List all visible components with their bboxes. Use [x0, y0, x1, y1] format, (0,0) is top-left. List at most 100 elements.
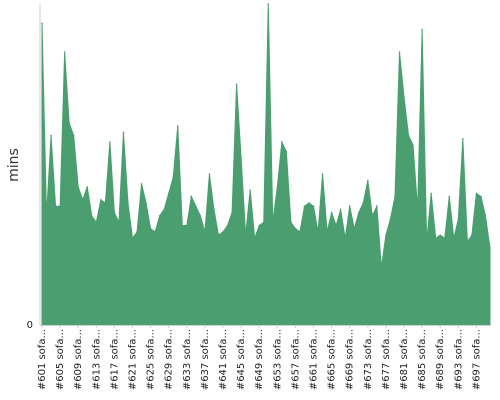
data-point	[222, 231, 224, 233]
data-point	[195, 205, 197, 208]
data-point	[312, 205, 315, 208]
data-point	[407, 134, 410, 137]
data-point	[344, 237, 346, 240]
data-point	[158, 215, 161, 217]
data-point	[190, 195, 193, 198]
data-point	[285, 150, 288, 153]
data-point	[290, 221, 292, 224]
data-point	[321, 173, 324, 175]
data-point	[457, 218, 460, 220]
data-point	[140, 182, 143, 185]
data-point	[59, 205, 61, 208]
data-point	[330, 211, 333, 214]
data-point	[127, 202, 129, 204]
data-point	[113, 211, 116, 214]
data-point	[389, 218, 392, 220]
data-point	[308, 202, 310, 204]
data-point	[403, 96, 405, 98]
data-point	[235, 83, 238, 86]
x-tick-label: #653 sofa...	[272, 329, 283, 390]
data-point	[416, 208, 419, 211]
data-point	[353, 227, 356, 230]
data-point	[421, 28, 423, 31]
data-point	[109, 141, 111, 143]
data-point	[122, 131, 125, 134]
x-tick-label: #617 sofa...	[109, 329, 120, 390]
data-point	[145, 202, 147, 204]
data-point	[489, 247, 491, 249]
data-point	[484, 215, 487, 217]
data-point	[357, 211, 360, 214]
data-point	[380, 266, 383, 269]
data-point	[371, 215, 374, 217]
data-point	[271, 221, 274, 224]
data-point	[317, 231, 319, 233]
area-layer	[41, 3, 491, 326]
data-point	[186, 224, 188, 227]
data-point	[199, 215, 202, 217]
data-point	[208, 173, 211, 175]
data-point	[54, 205, 57, 208]
data-point	[443, 237, 446, 240]
data-point	[299, 231, 301, 233]
data-point	[339, 208, 342, 211]
data-point	[335, 224, 337, 227]
x-tick-label: #601 sofa...	[37, 329, 48, 390]
x-tick-label: #621 sofa...	[128, 329, 139, 390]
data-point	[394, 195, 396, 198]
data-point	[434, 237, 437, 240]
data-point	[77, 186, 79, 188]
x-tick-label: #665 sofa...	[327, 329, 338, 390]
data-point	[136, 231, 138, 233]
data-point	[480, 195, 482, 198]
x-tick-layer: #601 sofa... #605 sofa... #609 sofa... #613…	[37, 325, 482, 390]
y-tick-layer: 0	[27, 320, 33, 331]
data-point	[231, 211, 233, 214]
x-tick-label: #689 sofa...	[435, 329, 446, 390]
data-point	[258, 224, 261, 227]
data-point	[398, 51, 401, 53]
data-point	[253, 237, 256, 240]
data-point	[348, 205, 351, 208]
data-point	[475, 192, 478, 195]
area-series	[41, 3, 491, 326]
data-point	[326, 231, 328, 233]
data-point	[267, 3, 270, 5]
data-point	[72, 134, 75, 137]
data-point	[276, 186, 279, 188]
data-point	[90, 215, 93, 217]
data-point	[303, 205, 306, 208]
x-tick-label: #669 sofa...	[345, 329, 356, 390]
data-point	[281, 141, 283, 143]
x-tick-label: #681 sofa...	[399, 329, 410, 390]
data-point	[50, 134, 52, 137]
data-point	[176, 125, 179, 127]
x-tick-label: #685 sofa...	[417, 329, 428, 390]
data-point	[154, 231, 156, 233]
x-tick-label: #693 sofa...	[453, 329, 464, 390]
x-tick-label: #697 sofa...	[471, 329, 482, 390]
data-point	[131, 237, 134, 240]
data-point	[95, 221, 98, 224]
data-point	[213, 208, 215, 211]
data-point	[362, 202, 365, 204]
data-point	[217, 234, 220, 236]
x-tick-label: #645 sofa...	[236, 329, 247, 390]
data-point	[385, 234, 387, 236]
x-tick-label: #605 sofa...	[55, 329, 66, 390]
data-point	[100, 199, 102, 201]
data-point	[249, 189, 251, 191]
data-point	[466, 240, 469, 243]
data-point	[462, 138, 464, 140]
data-point	[425, 240, 428, 243]
data-point	[167, 192, 170, 195]
data-point	[45, 215, 48, 217]
data-point	[376, 205, 378, 208]
data-point	[172, 176, 175, 179]
x-tick-label: #657 sofa...	[290, 329, 301, 390]
data-point	[294, 227, 297, 230]
data-point	[240, 157, 242, 159]
data-point	[63, 51, 66, 53]
x-tick-label: #673 sofa...	[363, 329, 374, 390]
